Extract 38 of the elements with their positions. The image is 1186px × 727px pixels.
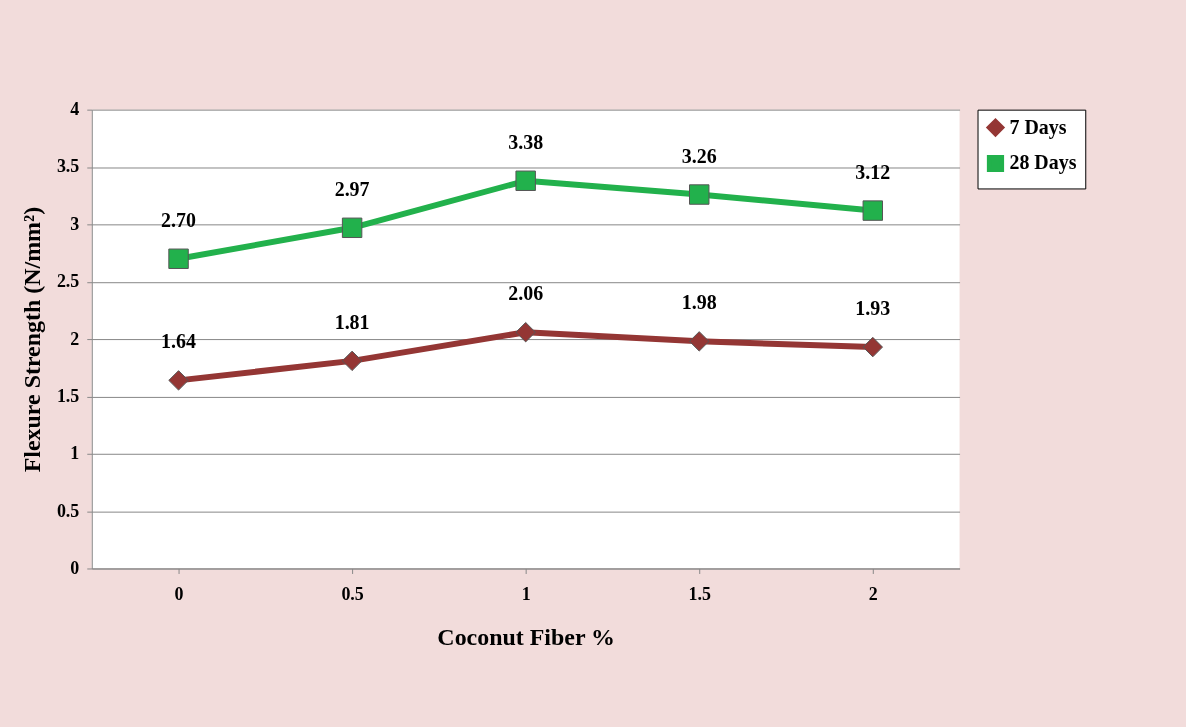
data-label: 2.06 — [508, 282, 544, 305]
legend-label: 28 Days — [1009, 151, 1077, 175]
y-tick-label: 0 — [70, 557, 80, 578]
x-tick-label: 0.5 — [341, 583, 364, 604]
y-tick-label: 0.5 — [56, 500, 80, 521]
point — [341, 217, 363, 239]
point — [168, 248, 189, 269]
x-tick-label: 0 — [174, 583, 184, 604]
point — [515, 321, 536, 343]
data-label: 1.64 — [161, 330, 197, 353]
data-label: 3.12 — [855, 160, 891, 183]
data-label: 1.93 — [855, 297, 891, 320]
data-label: 3.38 — [508, 130, 544, 153]
data-label: 2.70 — [161, 208, 197, 231]
point — [515, 170, 536, 191]
data-label: 1.98 — [681, 291, 717, 314]
point — [341, 350, 363, 372]
y-tick-label: 2 — [70, 328, 80, 349]
y-axis-title: Flexure Strength (N/mm²) — [18, 206, 45, 473]
point — [689, 184, 710, 205]
point — [862, 336, 884, 358]
data-label: 2.97 — [334, 177, 370, 200]
y-tick-label: 1 — [70, 443, 80, 464]
data-label: 3.26 — [681, 144, 717, 167]
point — [862, 200, 884, 221]
point — [168, 370, 189, 391]
y-tick-label: 2.5 — [56, 271, 80, 292]
x-tick-label: 2 — [868, 583, 878, 604]
data-label: 1.81 — [334, 310, 370, 333]
x-tick-label: 1 — [521, 583, 531, 604]
y-tick-label: 4 — [70, 99, 80, 120]
x-tick-label: 1.5 — [688, 583, 711, 604]
x-axis-title: Coconut Fiber % — [437, 623, 615, 650]
legend-label: 7 Days — [1009, 115, 1067, 139]
y-tick-label: 3.5 — [56, 156, 80, 177]
y-tick-label: 3 — [70, 213, 80, 234]
point — [689, 331, 710, 352]
y-tick-label: 1.5 — [56, 385, 80, 406]
